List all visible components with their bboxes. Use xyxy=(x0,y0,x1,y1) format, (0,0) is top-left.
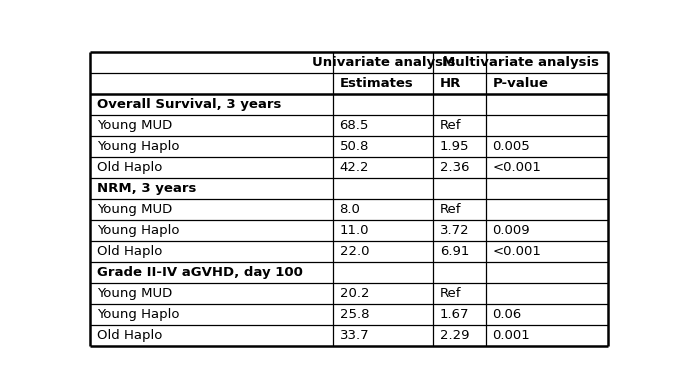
Text: 3.72: 3.72 xyxy=(440,224,469,237)
Text: 68.5: 68.5 xyxy=(340,119,369,132)
Text: 11.0: 11.0 xyxy=(340,224,369,237)
Text: 2.36: 2.36 xyxy=(440,161,469,174)
Text: Overall Survival, 3 years: Overall Survival, 3 years xyxy=(97,98,281,111)
Text: 0.009: 0.009 xyxy=(492,224,530,237)
Text: Young Haplo: Young Haplo xyxy=(97,140,179,152)
Text: 0.005: 0.005 xyxy=(492,140,530,152)
Text: 22.0: 22.0 xyxy=(340,245,369,258)
Text: <0.001: <0.001 xyxy=(492,161,541,174)
Text: 50.8: 50.8 xyxy=(340,140,369,152)
Text: NRM, 3 years: NRM, 3 years xyxy=(97,182,196,195)
Text: 6.91: 6.91 xyxy=(440,245,469,258)
Text: Grade II-IV aGVHD, day 100: Grade II-IV aGVHD, day 100 xyxy=(97,266,302,279)
Text: 1.95: 1.95 xyxy=(440,140,469,152)
Text: Young Haplo: Young Haplo xyxy=(97,224,179,237)
Text: 25.8: 25.8 xyxy=(340,308,369,321)
Text: 1.67: 1.67 xyxy=(440,308,469,321)
Text: Young MUD: Young MUD xyxy=(97,203,172,216)
Text: 0.06: 0.06 xyxy=(492,308,522,321)
Text: Old Haplo: Old Haplo xyxy=(97,161,162,174)
Text: Young MUD: Young MUD xyxy=(97,119,172,132)
Text: Ref: Ref xyxy=(440,287,461,300)
Text: 2.29: 2.29 xyxy=(440,329,469,342)
Text: Young MUD: Young MUD xyxy=(97,287,172,300)
Text: Young Haplo: Young Haplo xyxy=(97,308,179,321)
Text: 8.0: 8.0 xyxy=(340,203,360,216)
Text: HR: HR xyxy=(440,76,461,90)
Text: P-value: P-value xyxy=(492,76,548,90)
Text: Old Haplo: Old Haplo xyxy=(97,329,162,342)
Text: Univariate analysis: Univariate analysis xyxy=(312,56,455,69)
Text: <0.001: <0.001 xyxy=(492,245,541,258)
Text: 20.2: 20.2 xyxy=(340,287,369,300)
Text: 0.001: 0.001 xyxy=(492,329,530,342)
Text: 42.2: 42.2 xyxy=(340,161,369,174)
Text: 33.7: 33.7 xyxy=(340,329,369,342)
Text: Multivariate analysis: Multivariate analysis xyxy=(442,56,599,69)
Text: Old Haplo: Old Haplo xyxy=(97,245,162,258)
Text: Ref: Ref xyxy=(440,119,461,132)
Text: Estimates: Estimates xyxy=(340,76,413,90)
Text: Ref: Ref xyxy=(440,203,461,216)
